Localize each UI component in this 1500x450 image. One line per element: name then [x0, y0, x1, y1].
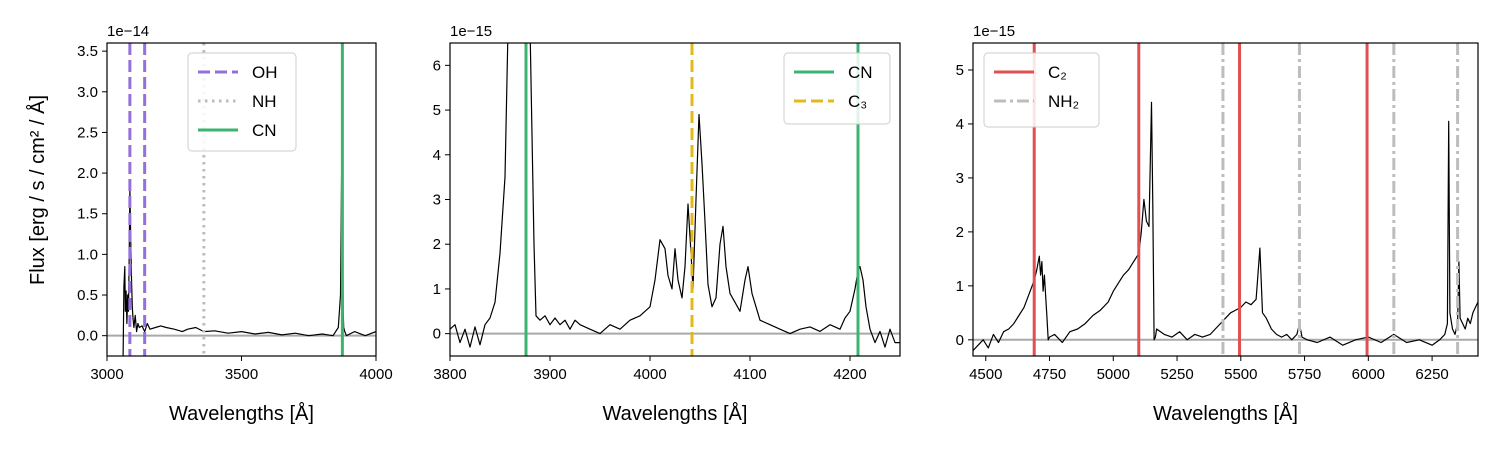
y-tick-label: 3: [433, 192, 441, 209]
plot-area: [107, 43, 376, 356]
y-tick-label: 3: [956, 170, 964, 187]
x-tick-label: 4000: [633, 366, 666, 383]
legend: C₂ NH₂: [983, 52, 1100, 128]
x-tick-label: 6250: [1415, 366, 1448, 383]
legend-box: [187, 52, 297, 152]
legend-label: C₃: [848, 92, 867, 111]
legend-label: C₂: [1048, 63, 1067, 82]
x-tick-label: 6000: [1352, 366, 1385, 383]
legend-label: CN: [848, 63, 873, 82]
y-tick-label: 2.5: [77, 124, 98, 141]
y-tick-label: 1.0: [77, 246, 98, 263]
y-tick-label: 2: [433, 236, 441, 253]
x-tick-label: 4100: [733, 366, 766, 383]
legend-label: OH: [252, 63, 278, 82]
legend-box: [783, 52, 891, 125]
legend-label: CN: [252, 121, 277, 140]
x-axis-label: Wavelengths [Å]: [603, 402, 748, 425]
y-offset-label: 1e−15: [973, 23, 1015, 40]
legend-label: NH: [252, 92, 277, 111]
x-tick-label: 3800: [433, 366, 466, 383]
y-tick-label: 3.5: [77, 43, 98, 60]
spectrum-line-1: [450, 43, 900, 348]
y-tick-label: 1.5: [77, 206, 98, 223]
axes-frame: [972, 42, 1479, 357]
chart-panel-2: 3800 3900 4000 4100 4200 0 1 2 3 4 5 6 1e−15 Waveleng…: [433, 23, 901, 425]
y-tick-label: 0: [956, 332, 964, 349]
x-tick-label: 4750: [1033, 366, 1066, 383]
y-tick-label: 3.0: [77, 84, 98, 101]
y-tick-label: 6: [433, 57, 441, 74]
y-tick-label: 1: [433, 281, 441, 298]
legend: OH NH CN: [187, 52, 297, 152]
x-tick-label: 3000: [90, 366, 123, 383]
spectrum-line-1: [973, 101, 1478, 352]
x-tick-label: 4200: [833, 366, 866, 383]
x-tick-label: 3500: [225, 366, 258, 383]
x-tick-label: 3900: [533, 366, 566, 383]
chart-panel-1: 3000 3500 4000 0.0 0.5 1.0 1.5 2.0 2.5 3.0 3.5 1e−1…: [77, 23, 393, 425]
y-tick-label: 0.0: [77, 328, 98, 345]
y-tick-label: 5: [433, 102, 441, 119]
y-tick-label: 0: [433, 326, 441, 343]
y-tick-label: 1: [956, 278, 964, 295]
y-axis-label: Flux [erg / s / cm² / Å]: [26, 95, 49, 285]
panels: 3000 3500 40000.00.51.01.52.02.53.03.51e−1…: [77, 23, 1479, 425]
x-axis-label: Wavelengths [Å]: [1153, 402, 1298, 425]
y-tick-label: 4: [956, 116, 964, 133]
y-tick-label: 4: [433, 147, 441, 164]
y-tick-label: 2.0: [77, 165, 98, 182]
x-axis-label: Wavelengths [Å]: [169, 402, 314, 425]
plot-area: [973, 43, 1478, 356]
legend-box: [983, 52, 1100, 128]
chart-panel-3: 4500 4750 5000 5250 5500 5750 6000 6250 0 1 2 3 4 5 1e…: [956, 23, 1479, 425]
x-tick-label: 4000: [359, 366, 392, 383]
x-tick-label: 5250: [1160, 366, 1193, 383]
x-tick-label: 5000: [1097, 366, 1130, 383]
y-tick-label: 0.5: [77, 287, 98, 304]
x-tick-label: 5750: [1288, 366, 1321, 383]
legend: CN C₃: [783, 52, 891, 125]
x-tick-label: 4500: [969, 366, 1002, 383]
legend-label: NH₂: [1048, 92, 1079, 111]
y-tick-label: 5: [956, 62, 964, 79]
y-offset-label: 1e−14: [107, 23, 149, 40]
x-tick-label: 5500: [1224, 366, 1257, 383]
y-offset-label: 1e−15: [450, 23, 492, 40]
y-tick-label: 2: [956, 224, 964, 241]
